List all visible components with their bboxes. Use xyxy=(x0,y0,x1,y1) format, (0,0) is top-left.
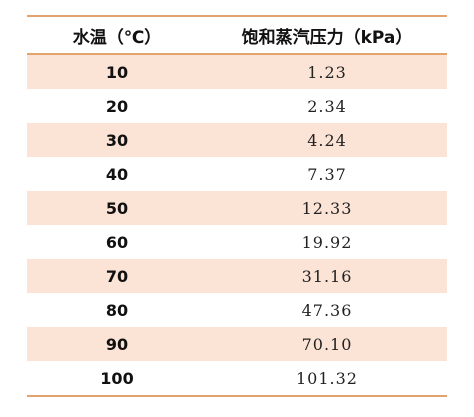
table-header-row: 水温（℃） 饱和蒸汽压力（kPa） xyxy=(27,17,447,55)
table-row: 80 47.36 xyxy=(27,293,447,327)
table-row: 20 2.34 xyxy=(27,89,447,123)
bottom-rule xyxy=(27,395,447,397)
cell-pressure: 19.92 xyxy=(301,232,353,252)
cell-temperature: 50 xyxy=(105,198,129,218)
cell-temperature: 100 xyxy=(100,368,134,388)
cell-temperature: 90 xyxy=(105,334,129,354)
table-row: 50 12.33 xyxy=(27,191,447,225)
cell-temperature: 70 xyxy=(105,266,129,286)
cell-pressure: 47.36 xyxy=(301,300,353,320)
cell-temperature: 60 xyxy=(105,232,129,252)
cell-pressure: 1.23 xyxy=(307,62,347,82)
cell-pressure: 31.16 xyxy=(301,266,353,286)
cell-pressure: 101.32 xyxy=(296,368,358,388)
cell-temperature: 40 xyxy=(105,164,129,184)
table-row: 10 1.23 xyxy=(27,55,447,89)
cell-pressure: 12.33 xyxy=(301,198,353,218)
table-row: 40 7.37 xyxy=(27,157,447,191)
table-row: 90 70.10 xyxy=(27,327,447,361)
cell-temperature: 20 xyxy=(105,96,129,116)
cell-pressure: 7.37 xyxy=(307,164,347,184)
table-row: 100 101.32 xyxy=(27,361,447,395)
top-rule xyxy=(27,15,447,17)
table-body: 10 1.23 20 2.34 30 4.24 40 7.37 50 12.33… xyxy=(27,55,447,395)
cell-pressure: 2.34 xyxy=(307,96,347,116)
cell-pressure: 70.10 xyxy=(301,334,353,354)
header-temperature: 水温（℃） xyxy=(72,27,162,48)
vapor-pressure-table: 水温（℃） 饱和蒸汽压力（kPa） 10 1.23 20 2.34 30 4.2… xyxy=(27,15,447,397)
table-row: 60 19.92 xyxy=(27,225,447,259)
table-row: 70 31.16 xyxy=(27,259,447,293)
cell-pressure: 4.24 xyxy=(307,130,347,150)
cell-temperature: 80 xyxy=(105,300,129,320)
cell-temperature: 10 xyxy=(105,62,129,82)
header-pressure: 饱和蒸汽压力（kPa） xyxy=(241,27,413,48)
cell-temperature: 30 xyxy=(105,130,129,150)
table-row: 30 4.24 xyxy=(27,123,447,157)
